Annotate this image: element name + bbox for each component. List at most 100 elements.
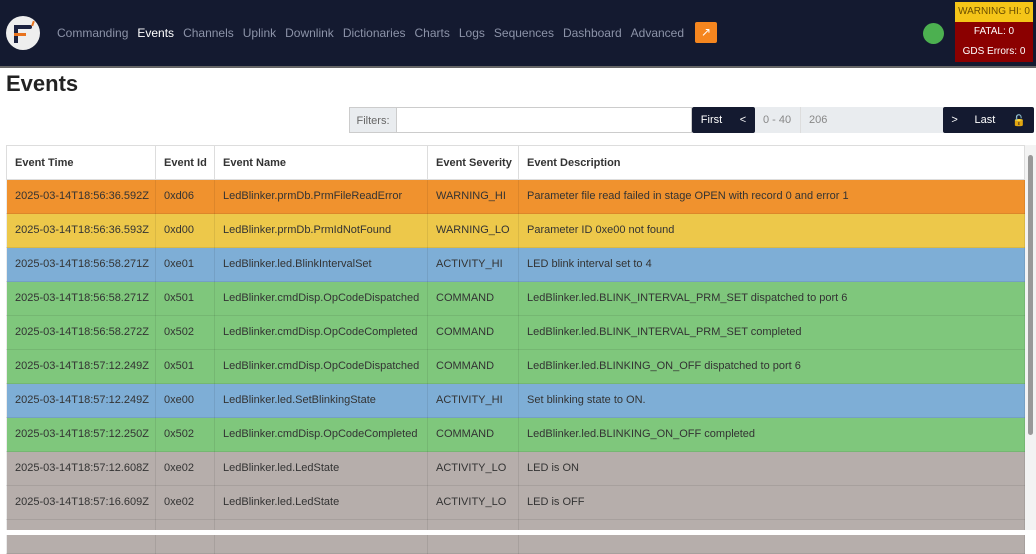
nav-uplink[interactable]: Uplink [242, 25, 277, 40]
column-header[interactable]: Event Id [155, 145, 215, 180]
event-id: 0xe00 [155, 383, 215, 418]
gds-errors-count[interactable]: GDS Errors: 0 [955, 42, 1033, 62]
nav-downlink[interactable]: Downlink [285, 25, 334, 40]
event-name: LedBlinker.led.LedState [214, 451, 428, 486]
table-row[interactable]: 2025-03-14T18:56:58.271Z 0x501 LedBlinker.… [6, 281, 1025, 316]
column-header[interactable]: Event Severity [427, 145, 519, 180]
table-row-partial [6, 519, 1025, 554]
nav-charts[interactable]: Charts [414, 25, 450, 40]
filter-input[interactable] [397, 107, 692, 133]
table-row[interactable]: 2025-03-14T18:57:12.249Z 0x501 LedBlinker.… [6, 349, 1025, 384]
event-id: 0xd00 [155, 213, 215, 248]
first-page-button[interactable]: First [700, 114, 723, 126]
column-header[interactable]: Event Description [518, 145, 1025, 180]
page-range: 0 - 40 [755, 107, 800, 133]
event-id: 0x501 [155, 281, 215, 316]
event-id: 0xe02 [155, 485, 215, 520]
event-time: 2025-03-14T18:56:58.272Z [6, 315, 156, 350]
event-time: 2025-03-14T18:57:12.249Z [6, 349, 156, 384]
event-id: 0x501 [155, 349, 215, 384]
event-severity: WARNING_LO [427, 213, 519, 248]
event-description: Set blinking state to ON. [518, 383, 1025, 418]
warning-hi-count[interactable]: WARNING HI: 0 [955, 2, 1033, 22]
event-time: 2025-03-14T18:56:58.271Z [6, 281, 156, 316]
table-row[interactable]: 2025-03-14T18:56:36.592Z 0xd06 LedBlinker.… [6, 179, 1025, 214]
alert-counters: WARNING HI: 0 FATAL: 0 GDS Errors: 0 [955, 2, 1033, 62]
table-row[interactable]: 2025-03-14T18:57:12.250Z 0x502 LedBlinker.… [6, 417, 1025, 452]
nav-advanced[interactable]: Advanced [630, 25, 685, 40]
event-id: 0x502 [155, 417, 215, 452]
fatal-count[interactable]: FATAL: 0 [955, 22, 1033, 42]
event-severity: ACTIVITY_HI [427, 247, 519, 282]
event-description: Parameter ID 0xe00 not found [518, 213, 1025, 248]
event-description: LED blink interval set to 4 [518, 247, 1025, 282]
event-severity: COMMAND [427, 281, 519, 316]
event-id: 0xd06 [155, 179, 215, 214]
event-time: 2025-03-14T18:56:58.271Z [6, 247, 156, 282]
event-time: 2025-03-14T18:57:12.249Z [6, 383, 156, 418]
event-name: LedBlinker.led.SetBlinkingState [214, 383, 428, 418]
cell [427, 519, 519, 554]
event-description: LedBlinker.led.BLINKING_ON_OFF dispatche… [518, 349, 1025, 384]
unlock-icon[interactable]: 🔓 [1011, 114, 1026, 127]
nav-dictionaries[interactable]: Dictionaries [342, 25, 406, 40]
next-page-button[interactable]: > [951, 114, 958, 126]
table-row[interactable]: 2025-03-14T18:56:58.272Z 0x502 LedBlinker.… [6, 315, 1025, 350]
nav-channels[interactable]: Channels [183, 25, 234, 40]
event-id: 0x502 [155, 315, 215, 350]
external-link-icon[interactable]: ↗ [695, 22, 718, 43]
event-description: Parameter file read failed in stage OPEN… [518, 179, 1025, 214]
nav-dashboard[interactable]: Dashboard [562, 25, 622, 40]
column-header[interactable]: Event Time [6, 145, 156, 180]
table-row[interactable]: 2025-03-14T18:57:12.249Z 0xe00 LedBlinker.… [6, 383, 1025, 418]
event-time: 2025-03-14T18:57:16.609Z [6, 485, 156, 520]
filters-label: Filters: [349, 107, 397, 133]
event-severity: ACTIVITY_HI [427, 383, 519, 418]
event-severity: WARNING_HI [427, 179, 519, 214]
nav-events[interactable]: Events [137, 25, 175, 40]
event-name: LedBlinker.prmDb.PrmFileReadError [214, 179, 428, 214]
table-row[interactable]: 2025-03-14T18:56:36.593Z 0xd00 LedBlinker.… [6, 213, 1025, 248]
events-table: Event Time Event Id Event Name Event Severi… [6, 145, 1025, 554]
table-row[interactable]: 2025-03-14T18:57:16.609Z 0xe02 LedBlinker.… [6, 485, 1025, 520]
event-name: LedBlinker.prmDb.PrmIdNotFound [214, 213, 428, 248]
page-title: Events [6, 71, 79, 96]
event-time: 2025-03-14T18:56:36.592Z [6, 179, 156, 214]
event-name: LedBlinker.cmdDisp.OpCodeDispatched [214, 349, 428, 384]
nav-logs[interactable]: Logs [458, 25, 485, 40]
top-navbar: Commanding Events Channels Uplink Downlink Di… [0, 0, 1036, 68]
event-time: 2025-03-14T18:57:12.250Z [6, 417, 156, 452]
table-row[interactable]: 2025-03-14T18:57:12.608Z 0xe02 LedBlinker.… [6, 451, 1025, 486]
fprime-logo[interactable] [6, 16, 40, 50]
event-id: 0xe01 [155, 247, 215, 282]
event-name: LedBlinker.cmdDisp.OpCodeCompleted [214, 315, 428, 350]
event-severity: COMMAND [427, 315, 519, 350]
table-scrollbar[interactable] [1025, 145, 1036, 530]
event-time: 2025-03-14T18:57:12.608Z [6, 451, 156, 486]
filter-bar: Filters: First < 0 - 40 206 > Last 🔓 [349, 107, 1034, 133]
event-name: LedBlinker.cmdDisp.OpCodeDispatched [214, 281, 428, 316]
event-description: LedBlinker.led.BLINK_INTERVAL_PRM_SET di… [518, 281, 1025, 316]
total-count: 206 [800, 107, 943, 133]
event-severity: COMMAND [427, 417, 519, 452]
event-description: LED is ON [518, 451, 1025, 486]
connection-status-indicator [923, 23, 944, 44]
event-severity: ACTIVITY_LO [427, 485, 519, 520]
event-name: LedBlinker.cmdDisp.OpCodeCompleted [214, 417, 428, 452]
nav-menu: Commanding Events Channels Uplink Downlink Di… [57, 22, 726, 43]
nav-sequences[interactable]: Sequences [493, 25, 554, 40]
event-severity: ACTIVITY_LO [427, 451, 519, 486]
event-description: LedBlinker.led.BLINK_INTERVAL_PRM_SET co… [518, 315, 1025, 350]
event-name: LedBlinker.led.LedState [214, 485, 428, 520]
event-id: 0xe02 [155, 451, 215, 486]
cell [214, 519, 428, 554]
nav-commanding[interactable]: Commanding [57, 25, 129, 40]
cell [6, 519, 156, 554]
table-row[interactable]: 2025-03-14T18:56:58.271Z 0xe01 LedBlinker.… [6, 247, 1025, 282]
event-time: 2025-03-14T18:56:36.593Z [6, 213, 156, 248]
last-page-button[interactable]: Last [974, 114, 996, 126]
cell [518, 519, 1025, 554]
prev-page-button[interactable]: < [739, 114, 747, 126]
column-header[interactable]: Event Name [214, 145, 428, 180]
event-description: LedBlinker.led.BLINKING_ON_OFF completed [518, 417, 1025, 452]
